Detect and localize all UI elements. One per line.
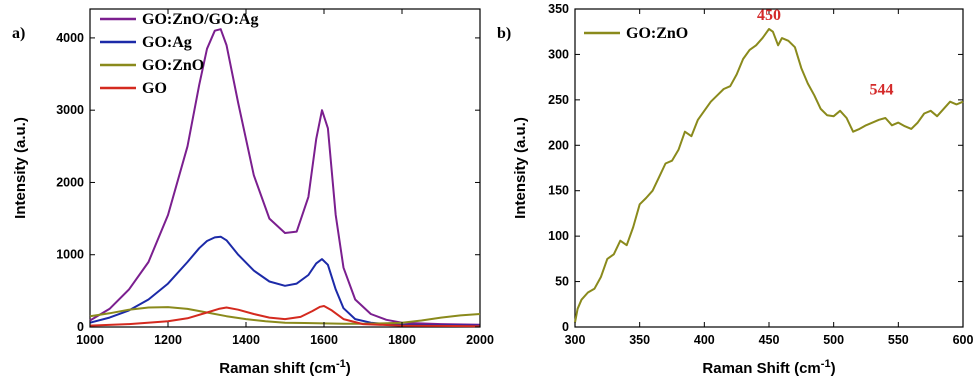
y-tick-label: 200 — [548, 138, 569, 152]
peak-annotation: 544 — [870, 81, 894, 98]
y-tick-label: 1000 — [56, 248, 84, 262]
peak-annotation: 450 — [757, 7, 781, 24]
x-axis-title-main: Raman shift (cm — [219, 360, 336, 377]
legend-label: GO:ZnO — [626, 25, 688, 42]
legend-label: GO:Ag — [142, 34, 192, 51]
x-axis-title: Raman shift (cm-1) — [219, 358, 350, 377]
x-tick-label: 2000 — [466, 333, 494, 347]
chart-panel-b: 300 350 400 450 500 550 600 0 50 100 150 200 250 300 3… — [497, 2, 973, 377]
y-tick-label: 300 — [548, 47, 569, 61]
chart-panel-a: 1000 1200 1400 1600 1800 20000100020003000400… — [12, 8, 494, 377]
x-tick-label: 450 — [759, 333, 780, 347]
y-tick-label: 3000 — [56, 103, 84, 117]
y-tick-label: 2000 — [56, 175, 84, 189]
plot-frame — [574, 8, 964, 328]
legend-label: GO — [142, 80, 167, 97]
panel-label: a) — [12, 25, 25, 42]
y-tick-label: 4000 — [56, 31, 84, 45]
series-line-go — [89, 305, 481, 328]
y-tick-label: 150 — [548, 184, 569, 198]
y-tick-label: 0 — [77, 320, 84, 334]
series-line-go-zno — [574, 28, 964, 323]
x-axis-title-end: ) — [346, 360, 351, 377]
x-axis-title-end: ) — [831, 360, 836, 377]
series-line-go-ag — [89, 235, 481, 327]
x-tick-label: 1800 — [388, 333, 416, 347]
x-axis-title-main: Raman Shift (cm — [702, 360, 820, 377]
x-tick-label: 350 — [629, 333, 650, 347]
x-axis-title-sup: -1 — [821, 358, 831, 370]
series-line-go-zno-go-ag — [89, 28, 481, 326]
x-tick-label: 400 — [694, 333, 715, 347]
x-axis-title-sup: -1 — [336, 358, 346, 370]
y-tick-label: 50 — [555, 275, 569, 289]
y-tick-label: 250 — [548, 93, 569, 107]
x-tick-label: 1000 — [76, 333, 104, 347]
x-tick-label: 1400 — [232, 333, 260, 347]
x-tick-label: 550 — [888, 333, 909, 347]
x-tick-label: 1600 — [310, 333, 338, 347]
x-tick-label: 600 — [953, 333, 974, 347]
panel-label: b) — [497, 25, 511, 42]
y-axis-title: Intensity (a.u.) — [512, 117, 529, 219]
y-tick-label: 100 — [548, 229, 569, 243]
y-tick-label: 0 — [562, 320, 569, 334]
series-line-go-zno — [89, 306, 481, 325]
x-axis-title: Raman Shift (cm-1) — [702, 358, 835, 377]
plot-frame — [89, 8, 481, 328]
y-tick-label: 350 — [548, 2, 569, 16]
legend-label: GO:ZnO/GO:Ag — [142, 11, 258, 28]
y-axis-title: Intensity (a.u.) — [12, 117, 29, 219]
x-tick-label: 500 — [823, 333, 844, 347]
legend-label: GO:ZnO — [142, 57, 204, 74]
x-tick-label: 300 — [565, 333, 586, 347]
x-tick-label: 1200 — [154, 333, 182, 347]
